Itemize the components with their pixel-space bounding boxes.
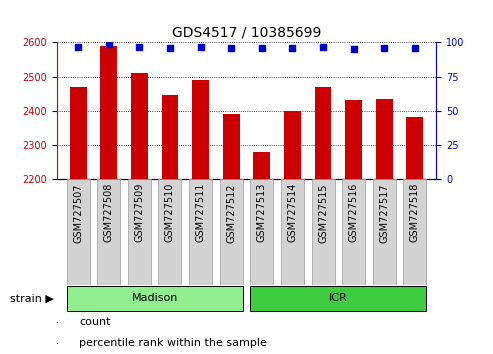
Point xyxy=(258,45,266,51)
Bar xyxy=(57,322,58,323)
Bar xyxy=(100,46,117,179)
Bar xyxy=(162,95,178,179)
Text: GSM727518: GSM727518 xyxy=(410,183,420,242)
Text: count: count xyxy=(79,318,110,327)
FancyBboxPatch shape xyxy=(250,285,426,311)
Text: GSM727514: GSM727514 xyxy=(287,183,297,242)
Point xyxy=(380,45,388,51)
FancyBboxPatch shape xyxy=(97,179,120,285)
FancyBboxPatch shape xyxy=(67,179,90,285)
Bar xyxy=(376,99,393,179)
Bar xyxy=(70,87,87,179)
Point xyxy=(105,41,113,47)
Text: GSM727517: GSM727517 xyxy=(379,183,389,242)
Bar xyxy=(284,110,301,179)
FancyBboxPatch shape xyxy=(67,285,243,311)
FancyBboxPatch shape xyxy=(403,179,426,285)
Text: GSM727513: GSM727513 xyxy=(257,183,267,242)
Text: GSM727509: GSM727509 xyxy=(135,183,144,242)
Point xyxy=(350,46,357,52)
FancyBboxPatch shape xyxy=(128,179,151,285)
Bar xyxy=(57,343,58,344)
Title: GDS4517 / 10385699: GDS4517 / 10385699 xyxy=(172,26,321,40)
FancyBboxPatch shape xyxy=(158,179,181,285)
Text: ICR: ICR xyxy=(329,293,348,303)
Text: GSM727515: GSM727515 xyxy=(318,183,328,242)
Text: GSM727508: GSM727508 xyxy=(104,183,114,242)
Point xyxy=(166,45,174,51)
Bar xyxy=(406,118,423,179)
FancyBboxPatch shape xyxy=(281,179,304,285)
Point xyxy=(411,45,419,51)
Bar xyxy=(131,73,148,179)
Bar xyxy=(345,101,362,179)
Point xyxy=(197,44,205,50)
Point xyxy=(288,45,296,51)
Text: percentile rank within the sample: percentile rank within the sample xyxy=(79,338,267,348)
Text: GSM727512: GSM727512 xyxy=(226,183,236,242)
FancyBboxPatch shape xyxy=(373,179,396,285)
FancyBboxPatch shape xyxy=(312,179,335,285)
Text: GSM727511: GSM727511 xyxy=(196,183,206,242)
Text: GSM727516: GSM727516 xyxy=(349,183,358,242)
Point xyxy=(74,44,82,50)
FancyBboxPatch shape xyxy=(189,179,212,285)
Point xyxy=(227,45,235,51)
Point xyxy=(319,44,327,50)
Bar xyxy=(223,114,240,179)
Text: GSM727507: GSM727507 xyxy=(73,183,83,242)
FancyBboxPatch shape xyxy=(250,179,273,285)
Text: GSM727510: GSM727510 xyxy=(165,183,175,242)
Bar xyxy=(253,152,270,179)
FancyBboxPatch shape xyxy=(342,179,365,285)
Text: strain ▶: strain ▶ xyxy=(10,293,54,303)
Bar xyxy=(192,80,209,179)
FancyBboxPatch shape xyxy=(220,179,243,285)
Text: Madison: Madison xyxy=(132,293,178,303)
Point xyxy=(136,44,143,50)
Bar xyxy=(315,87,331,179)
